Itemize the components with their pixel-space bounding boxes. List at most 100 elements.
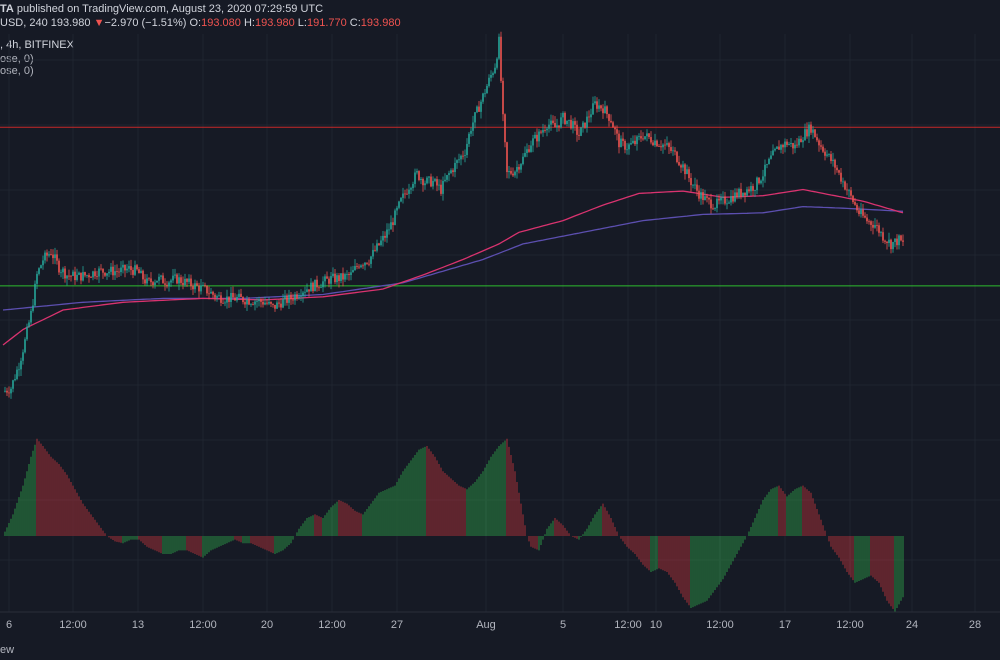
candle-body [250,304,252,305]
candle-body [568,119,570,121]
candle-body [760,180,762,184]
candle-body [734,192,736,202]
candle-body [888,239,890,244]
x-tick-label[interactable]: 12:00 [836,619,864,631]
candlesticks [4,31,904,399]
candle-body [372,249,374,257]
x-tick-label[interactable]: 27 [391,619,403,631]
x-tick-label[interactable]: 28 [969,619,981,631]
candle-body [692,184,694,186]
candle-body [666,143,668,145]
candle-body [78,272,80,275]
candle-body [450,170,452,174]
candle-body [822,146,824,152]
candle-body [574,121,576,125]
candle-body [284,295,286,300]
candle-body [454,162,456,173]
candle-body [824,151,826,156]
candle-body [736,192,738,197]
candle-body [774,148,776,151]
candle-body [544,130,546,131]
candle-body [322,281,324,288]
candle-body [46,252,48,256]
candle-body [590,114,592,118]
candle-body [860,209,862,214]
candle-body [270,301,272,304]
candle-body [622,138,624,141]
candle-body [70,275,72,277]
candle-body [632,140,634,144]
x-tick-label[interactable]: 12:00 [614,619,642,631]
candle-body [28,322,30,327]
candle-body [668,143,670,148]
candle-body [838,170,840,173]
candle-body [606,106,608,115]
x-tick-label[interactable]: 12:00 [189,619,217,631]
last-price: 193.980 [50,17,91,29]
candle-body [496,58,498,68]
candle-body [330,276,332,284]
candle-body [562,112,564,118]
candle-body [22,352,24,361]
candle-body [156,280,158,283]
candle-body [682,164,684,168]
candle-body [422,178,424,186]
candle-body [392,222,394,226]
x-tick-label[interactable]: 12:00 [318,619,346,631]
x-tick-label[interactable]: 12:00 [706,619,734,631]
x-tick-label[interactable]: Aug [476,619,496,631]
candle-body [642,138,644,140]
candle-body [792,142,794,149]
candle-body [740,188,742,197]
candle-body [480,101,482,112]
x-tick-label[interactable]: 5 [560,619,566,631]
candle-body [268,301,270,304]
x-tick-label[interactable]: 12:00 [59,619,87,631]
x-tick-label[interactable]: 24 [906,619,918,631]
candle-body [62,268,64,273]
candle-body [800,138,802,143]
candle-body [424,183,426,186]
candle-body [644,136,646,140]
x-tick-label[interactable]: 13 [132,619,144,631]
candle-body [580,127,582,136]
candle-body [254,301,256,305]
candle-body [588,116,590,118]
ma-fast-line [2,188,904,346]
candle-body [758,177,760,184]
candle-body [738,188,740,197]
candle-body [364,262,366,266]
candle-body [594,101,596,104]
high-value: 193.980 [254,17,295,29]
candle-body [112,266,114,276]
low-label: L: [297,17,307,29]
candle-body [534,134,536,139]
candle-body [142,270,144,280]
candle-body [382,235,384,241]
indicator-legend-1[interactable]: ose, 0) [0,53,34,65]
candle-body [336,275,338,283]
candle-body [796,144,798,146]
x-tick-label[interactable]: 10 [650,619,662,631]
candle-body [730,196,732,203]
candle-body [8,392,10,394]
candle-body [810,124,812,133]
candle-body [14,379,16,381]
x-tick-label[interactable]: 17 [779,619,791,631]
candle-body [222,302,224,304]
candle-body [206,285,208,294]
candle-body [538,131,540,142]
candle-body [396,207,398,211]
indicator-legend-2[interactable]: ose, 0) [0,65,34,77]
time-axis[interactable]: 6 12:00 13 12:00 20 12:00 27 Aug 5 12:00 10 12:00 17… [0,611,1000,631]
candle-body [312,282,314,292]
candle-body [286,295,288,303]
candle-body [238,293,240,297]
candle-body [532,138,534,146]
x-tick-label[interactable]: 20 [261,619,273,631]
candle-body [430,176,432,187]
candle-body [152,282,154,286]
series-legend[interactable]: , 4h, BITFINEX [0,39,74,51]
x-tick-label[interactable]: 6 [6,619,12,631]
